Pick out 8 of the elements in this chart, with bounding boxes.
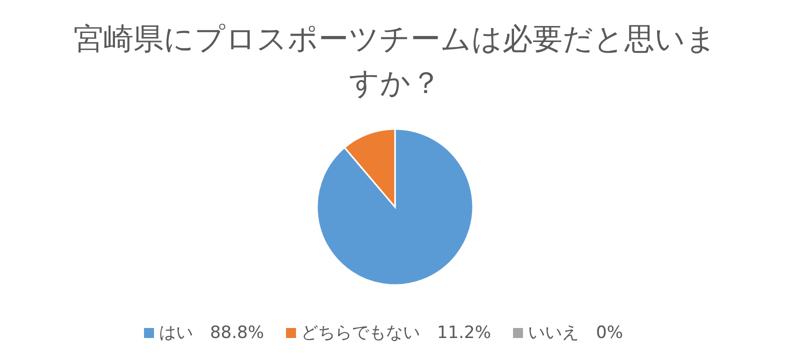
chart-title: 宮崎県にプロスポーツチームは必要だと思いますか？ [72, 21, 718, 103]
text: 0% [596, 323, 623, 343]
legend-label: いいえ [528, 323, 580, 343]
legend-label: はい [158, 323, 193, 343]
data-label: 11.2% [437, 323, 492, 343]
pie-slice [316, 128, 474, 286]
legend-label: どちらでもない [301, 323, 420, 343]
data-label: 88.8% [210, 323, 264, 343]
